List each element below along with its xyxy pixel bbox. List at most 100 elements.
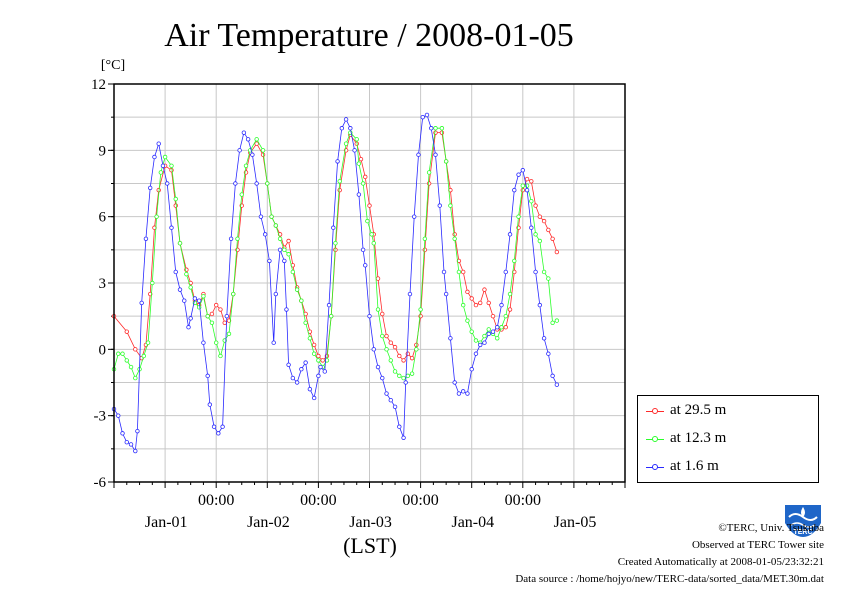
legend-item-1-6m: at 1.6 m: [638, 458, 818, 478]
data-point: [363, 263, 368, 268]
data-point: [550, 373, 555, 379]
data-point: [271, 340, 276, 345]
data-point: [241, 130, 247, 135]
data-point: [420, 114, 425, 120]
data-point: [443, 291, 449, 297]
data-point: [360, 181, 366, 186]
data-point: [124, 440, 129, 445]
x-tick-time-label: 00:00: [198, 492, 234, 509]
data-point: [388, 397, 393, 403]
data-point: [354, 137, 359, 142]
data-point: [369, 232, 374, 237]
data-point: [392, 369, 398, 374]
data-point: [478, 342, 483, 348]
data-point: [456, 269, 462, 275]
data-point: [177, 287, 183, 292]
data-point: [401, 375, 406, 381]
data-point: [482, 340, 487, 345]
data-point: [307, 336, 313, 341]
data-point: [284, 307, 289, 312]
x-tick-date-label: Jan-05: [554, 514, 597, 531]
data-point: [218, 353, 223, 359]
data-point: [384, 391, 389, 396]
legend-item-12-3m: at 12.3 m: [638, 430, 818, 450]
data-point: [339, 126, 345, 131]
data-point: [397, 353, 402, 359]
data-point: [533, 232, 538, 237]
data-point: [520, 187, 525, 193]
y-tick-label: 12: [91, 77, 106, 93]
data-point: [503, 269, 508, 275]
data-point: [335, 159, 340, 164]
data-point: [133, 347, 138, 352]
data-point: [245, 137, 251, 142]
data-point: [412, 214, 417, 219]
data-point: [337, 187, 342, 193]
data-point: [273, 223, 279, 228]
data-point: [205, 373, 210, 379]
data-point: [360, 247, 366, 253]
x-axis-label: (LST): [343, 533, 397, 558]
data-point: [169, 168, 174, 173]
data-point: [307, 386, 313, 392]
x-tick-date-label: Jan-02: [247, 514, 290, 531]
data-point: [452, 236, 457, 241]
data-point: [524, 176, 530, 182]
data-point: [520, 183, 525, 188]
data-point: [418, 307, 423, 312]
data-point: [533, 269, 538, 275]
data-point: [124, 358, 129, 363]
x-ticks: 00:00 Jan-01 00:00 Jan-02 00:00 Jan-03 00:00 Ja…: [113, 482, 626, 531]
data-point: [116, 413, 121, 418]
data-point: [516, 214, 521, 219]
data-point: [173, 269, 178, 275]
data-point: [367, 313, 372, 319]
data-point: [133, 448, 138, 454]
data-point: [414, 347, 419, 352]
data-point: [218, 307, 223, 312]
data-point: [409, 355, 415, 361]
data-point: [380, 311, 385, 317]
data-point: [226, 331, 232, 337]
data-point: [490, 313, 496, 319]
data-point: [405, 373, 411, 379]
data-point: [546, 351, 551, 356]
data-point: [465, 391, 470, 396]
data-point: [243, 163, 249, 169]
data-point: [294, 380, 300, 385]
data-point: [265, 181, 270, 186]
data-point: [452, 380, 457, 385]
legend-item-29-5m: at 29.5 m: [638, 402, 818, 422]
data-point: [546, 276, 551, 281]
data-point: [299, 367, 304, 372]
data-point: [282, 258, 287, 264]
data-point: [250, 152, 255, 157]
data-point: [120, 431, 125, 436]
data-point: [150, 280, 155, 286]
data-point: [213, 302, 219, 308]
data-point: [448, 203, 453, 208]
data-point: [469, 296, 474, 301]
data-point: [156, 141, 161, 146]
data-point: [143, 236, 149, 241]
data-point: [316, 373, 321, 379]
data-point: [192, 296, 198, 301]
data-point: [152, 154, 157, 160]
data-point: [173, 196, 178, 202]
data-point: [213, 340, 219, 345]
data-point: [120, 351, 125, 356]
data-point: [235, 236, 240, 241]
data-point: [460, 302, 466, 308]
data-point: [343, 141, 349, 146]
data-point: [231, 291, 236, 297]
data-point: [207, 402, 213, 407]
data-point: [352, 148, 357, 153]
data-point: [160, 163, 166, 169]
data-point: [384, 347, 389, 352]
data-point: [254, 141, 259, 146]
x-tick-date-label: Jan-01: [145, 514, 188, 531]
data-point: [403, 380, 408, 385]
data-point: [507, 307, 513, 312]
data-point: [273, 291, 279, 297]
data-point: [303, 360, 308, 365]
